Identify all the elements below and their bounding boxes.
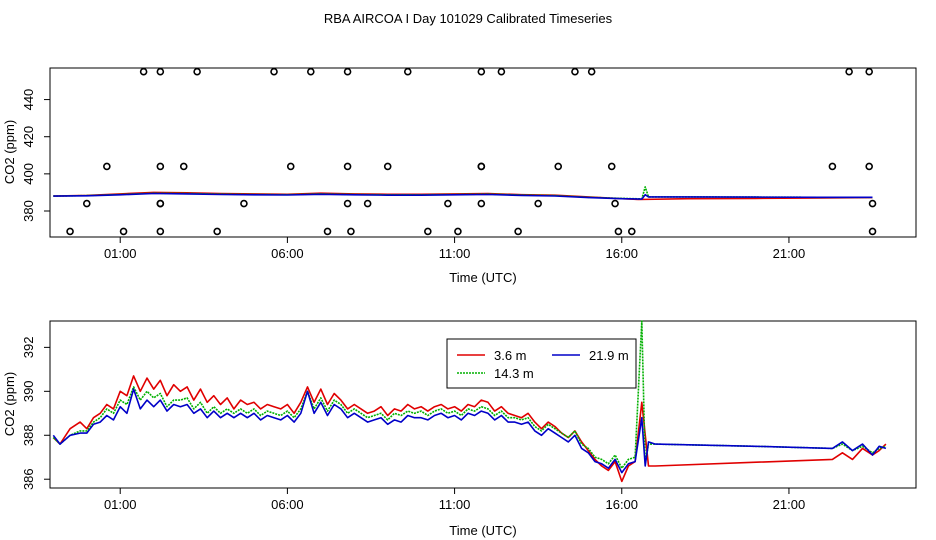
outlier-point xyxy=(477,162,486,171)
legend-label-3-6m: 3.6 m xyxy=(494,348,527,363)
y-axis-top: 380 400 420 440 xyxy=(21,89,50,222)
series-line-3-6-m xyxy=(52,375,887,483)
y-axis-label-bottom: CO2 (ppm) xyxy=(2,372,17,436)
outlier-point xyxy=(477,67,486,76)
outlier-point xyxy=(865,67,873,76)
outlier-point xyxy=(614,227,623,236)
outlier-point xyxy=(307,67,315,76)
outlier-point xyxy=(139,67,148,76)
outlier-point xyxy=(343,199,352,208)
x-tick-label: 11:00 xyxy=(439,497,471,512)
outlier-point xyxy=(347,227,355,236)
series-line-21-9-m xyxy=(53,192,873,200)
outlier-point xyxy=(571,67,579,76)
outlier-point xyxy=(343,162,352,171)
series-group-top xyxy=(53,186,873,201)
outlier-point xyxy=(868,227,877,236)
outlier-point xyxy=(607,162,616,171)
plot-frame-top xyxy=(49,67,917,238)
x-tick-label: 06:00 xyxy=(271,497,304,512)
x-tick-label: 21:00 xyxy=(773,497,806,512)
y-axis-label-top: CO2 (ppm) xyxy=(2,120,17,184)
legend-label-14-3m: 14.3 m xyxy=(494,366,534,381)
outlier-point xyxy=(477,199,486,208)
outlier-point xyxy=(444,199,452,208)
x-tick-label: 11:00 xyxy=(439,246,471,261)
outlier-point xyxy=(156,199,165,208)
outlier-point xyxy=(240,199,248,208)
y-tick-label: 390 xyxy=(21,380,36,402)
x-axis-label-top: Time (UTC) xyxy=(449,270,516,285)
outlier-point xyxy=(845,67,853,76)
outlier-point xyxy=(193,67,201,76)
outlier-point xyxy=(343,67,352,76)
outlier-point xyxy=(828,162,837,171)
y-tick-label: 440 xyxy=(21,89,36,111)
outlier-points xyxy=(66,67,877,236)
series-line-21-9-m xyxy=(52,388,887,474)
outlier-point xyxy=(213,227,221,236)
series-group-bottom xyxy=(52,320,887,483)
outlier-point xyxy=(868,199,877,208)
x-tick-label: 06:00 xyxy=(271,246,304,261)
outlier-point xyxy=(587,67,596,76)
outlier-point xyxy=(323,227,332,236)
y-axis-bottom: 386 388 390 392 xyxy=(21,337,50,490)
outlier-point xyxy=(403,67,412,76)
chart-title: RBA AIRCOA I Day 101029 Calibrated Times… xyxy=(324,11,613,26)
x-tick-label: 21:00 xyxy=(773,246,806,261)
plot-frame-bottom xyxy=(49,320,917,489)
legend: 3.6 m 21.9 m 14.3 m xyxy=(446,338,637,389)
outlier-point xyxy=(424,227,432,236)
outlier-point xyxy=(286,162,295,171)
outlier-point xyxy=(497,67,506,76)
panel-bottom: 01:00 06:00 11:00 16:00 21:00 386 388 390 392 T… xyxy=(2,320,917,538)
outlier-point xyxy=(270,67,278,76)
outlier-point xyxy=(156,162,165,171)
outlier-point xyxy=(156,67,165,76)
outlier-point xyxy=(611,199,619,208)
x-tick-label: 16:00 xyxy=(605,246,638,261)
x-tick-label: 01:00 xyxy=(104,246,137,261)
series-line-14-3-m xyxy=(52,320,887,470)
x-axis-bottom: 01:00 06:00 11:00 16:00 21:00 xyxy=(104,488,805,512)
panel-top: 01:00 06:00 11:00 16:00 21:00 380 400 420 440 T… xyxy=(2,67,917,285)
outlier-point xyxy=(103,162,111,171)
legend-box xyxy=(446,338,637,389)
y-tick-label: 420 xyxy=(21,126,36,148)
outlier-point xyxy=(627,227,636,236)
outlier-point xyxy=(534,199,542,208)
y-tick-label: 380 xyxy=(21,200,36,222)
outlier-point xyxy=(66,227,74,236)
outlier-point xyxy=(383,162,392,171)
outlier-point xyxy=(363,199,372,208)
y-tick-label: 388 xyxy=(21,424,36,446)
outlier-point xyxy=(865,162,873,171)
outlier-point xyxy=(554,162,563,171)
outlier-point xyxy=(514,227,522,236)
x-axis-top: 01:00 06:00 11:00 16:00 21:00 xyxy=(104,237,805,261)
x-axis-label-bottom: Time (UTC) xyxy=(449,523,516,538)
legend-label-21-9m: 21.9 m xyxy=(589,348,629,363)
y-tick-label: 400 xyxy=(21,163,36,185)
x-tick-label: 01:00 xyxy=(104,497,137,512)
outlier-point xyxy=(454,227,462,236)
outlier-point xyxy=(82,199,91,208)
outlier-point xyxy=(156,227,165,236)
y-tick-label: 392 xyxy=(21,337,36,359)
outlier-point xyxy=(119,227,128,236)
outlier-point xyxy=(179,162,188,171)
x-tick-label: 16:00 xyxy=(605,497,638,512)
y-tick-label: 386 xyxy=(21,468,36,490)
